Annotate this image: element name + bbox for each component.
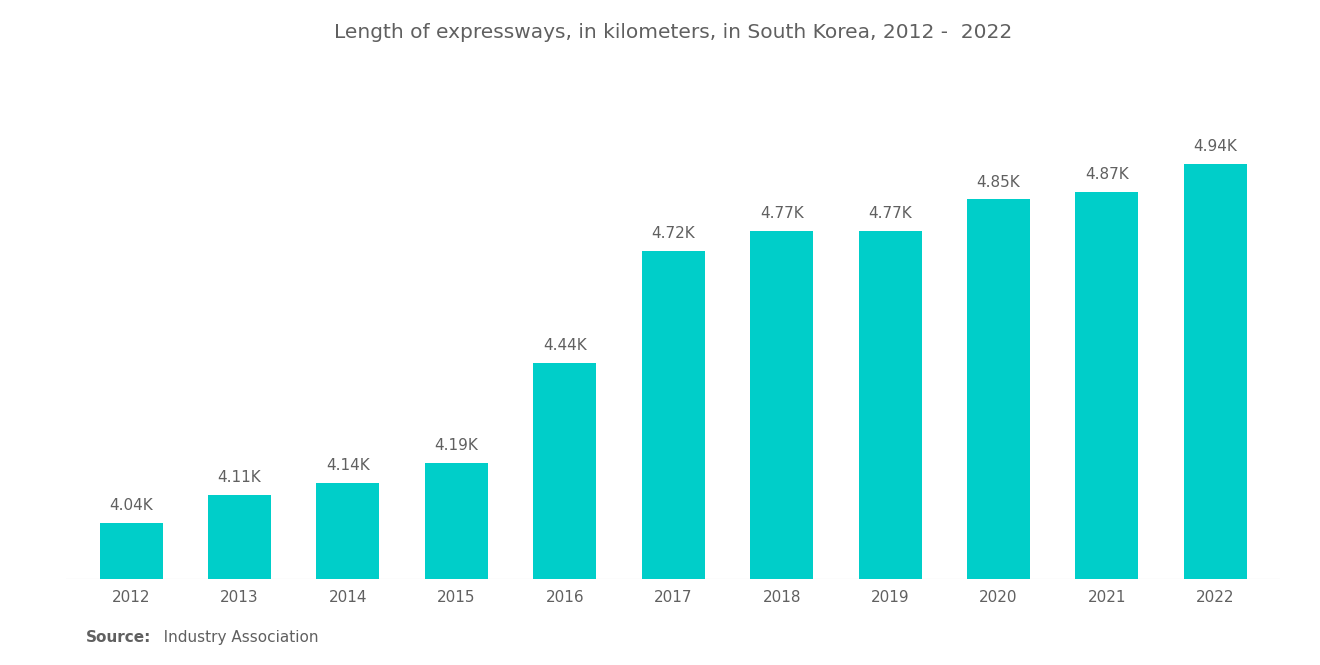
- Bar: [99, 523, 162, 579]
- Bar: [533, 363, 597, 579]
- Text: 4.11K: 4.11K: [218, 469, 261, 485]
- Bar: [1184, 164, 1247, 579]
- Text: 4.72K: 4.72K: [651, 226, 696, 241]
- Text: Industry Association: Industry Association: [149, 630, 318, 645]
- Bar: [750, 231, 813, 579]
- Bar: [209, 495, 271, 579]
- Text: 4.19K: 4.19K: [434, 438, 478, 453]
- Text: 4.87K: 4.87K: [1085, 166, 1129, 182]
- Text: 4.14K: 4.14K: [326, 458, 370, 473]
- Bar: [642, 251, 705, 579]
- Bar: [968, 200, 1030, 579]
- Text: 4.44K: 4.44K: [543, 338, 586, 353]
- Bar: [1076, 192, 1138, 579]
- Text: 4.94K: 4.94K: [1193, 138, 1237, 154]
- Text: 4.77K: 4.77K: [760, 206, 804, 221]
- Text: 4.85K: 4.85K: [977, 174, 1020, 190]
- Bar: [858, 231, 921, 579]
- Title: Length of expressways, in kilometers, in South Korea, 2012 -  2022: Length of expressways, in kilometers, in…: [334, 23, 1012, 42]
- Text: Source:: Source:: [86, 630, 152, 645]
- Text: 4.04K: 4.04K: [110, 497, 153, 513]
- Bar: [317, 483, 379, 579]
- Bar: [425, 463, 488, 579]
- Text: 4.77K: 4.77K: [869, 206, 912, 221]
